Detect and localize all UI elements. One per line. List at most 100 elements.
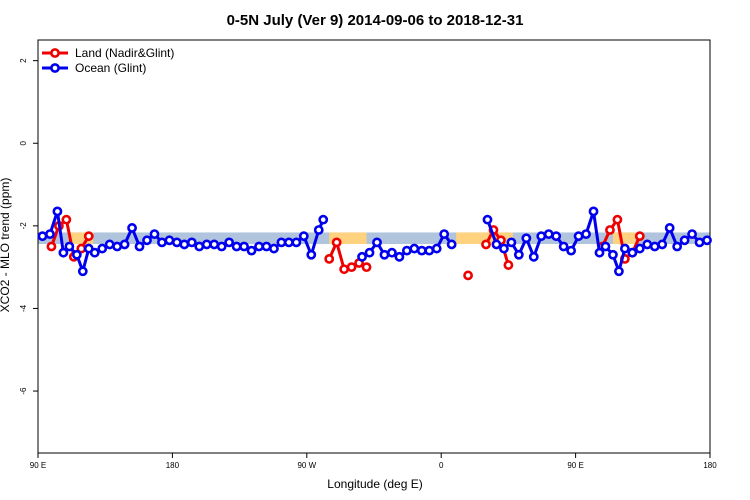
background-band (329, 232, 367, 245)
data-point (45, 229, 55, 240)
x-tick-label: 90 E (567, 461, 583, 470)
data-point (209, 239, 220, 250)
data-point (346, 262, 357, 273)
data-point (254, 241, 264, 252)
x-tick-label: 0 (439, 461, 444, 470)
data-point (46, 241, 57, 252)
data-point (608, 249, 618, 260)
y-tick-label: -6 (19, 387, 28, 395)
data-point (149, 229, 160, 240)
background-band (612, 232, 636, 245)
data-point (77, 266, 88, 277)
x-tick-label: 90 W (297, 461, 316, 470)
data-point (394, 251, 405, 262)
data-point (194, 241, 205, 252)
data-point (612, 214, 623, 225)
data-point (231, 241, 242, 252)
data-point (246, 245, 257, 256)
data-point (481, 239, 491, 250)
background-bands (38, 232, 710, 245)
data-point (536, 231, 547, 242)
data-point (142, 235, 152, 246)
background-band (38, 232, 710, 245)
data-point (649, 241, 660, 252)
data-point (357, 251, 367, 262)
data-point (573, 231, 584, 242)
data-point (634, 231, 645, 242)
data-point (482, 214, 493, 225)
legend-label: Ocean (Glint) (75, 61, 146, 75)
data-point (543, 229, 554, 240)
y-axis: 2 0 -2 -4 -6 (19, 58, 38, 395)
data-point (694, 237, 705, 248)
data-point (424, 245, 435, 256)
data-point (89, 247, 100, 258)
data-point (379, 249, 390, 260)
data-point (491, 239, 502, 250)
x-tick-label: 180 (166, 461, 180, 470)
data-point (127, 223, 137, 233)
data-point (634, 243, 645, 254)
x-axis-label: Longitude (deg E) (327, 477, 422, 491)
data-point (52, 206, 63, 217)
data-point (594, 247, 605, 258)
data-point (619, 243, 630, 254)
data-point (324, 253, 335, 264)
data-point (551, 231, 562, 242)
data-point (313, 225, 324, 235)
data-point (216, 241, 227, 252)
data-point (503, 260, 514, 270)
data-point (439, 229, 450, 240)
data-point (679, 235, 690, 246)
data-point (306, 249, 317, 260)
data-point (179, 239, 190, 250)
data-point (239, 241, 249, 252)
data-point (672, 241, 683, 252)
data-point (558, 241, 569, 252)
legend: Land (Nadir&Glint)Ocean (Glint) (42, 46, 174, 75)
data-point (61, 214, 72, 225)
data-point (164, 235, 175, 246)
data-point (513, 249, 524, 260)
legend-label: Land (Nadir&Glint) (75, 46, 174, 60)
data-point (331, 237, 342, 248)
data-point (605, 225, 615, 235)
y-tick-label: 0 (19, 140, 28, 145)
data-point (298, 231, 309, 242)
legend-marker (50, 48, 60, 58)
data-point (361, 262, 372, 273)
data-point (71, 249, 82, 260)
data-point (224, 237, 235, 248)
data-point (463, 270, 473, 281)
legend-marker (50, 63, 60, 73)
data-point (119, 239, 130, 250)
data-point (372, 237, 382, 248)
data-point (506, 237, 517, 248)
data-point (687, 229, 697, 240)
data-point (276, 237, 287, 248)
data-point (269, 243, 279, 254)
data-point (446, 239, 457, 250)
data-point (657, 239, 668, 250)
data-point (364, 247, 375, 258)
data-point (261, 241, 272, 252)
data-point (37, 231, 48, 242)
data-point (318, 214, 329, 225)
data-point (588, 206, 599, 217)
y-tick-label: -2 (19, 222, 28, 230)
data-point (566, 245, 577, 256)
data-point (614, 266, 624, 277)
x-tick-label: 90 E (30, 461, 46, 470)
background-band (456, 232, 513, 245)
background-band (70, 232, 94, 245)
data-point (104, 239, 115, 250)
x-tick-label: 180 (703, 461, 717, 470)
data-point (58, 247, 69, 258)
data-point (600, 241, 611, 252)
chart-title: 0-5N July (Ver 9) 2014-09-06 to 2018-12-… (227, 12, 524, 29)
data-point (581, 229, 591, 240)
data-point (97, 243, 108, 254)
data-point (157, 237, 167, 248)
data-point (134, 241, 145, 252)
data-point (171, 237, 182, 248)
